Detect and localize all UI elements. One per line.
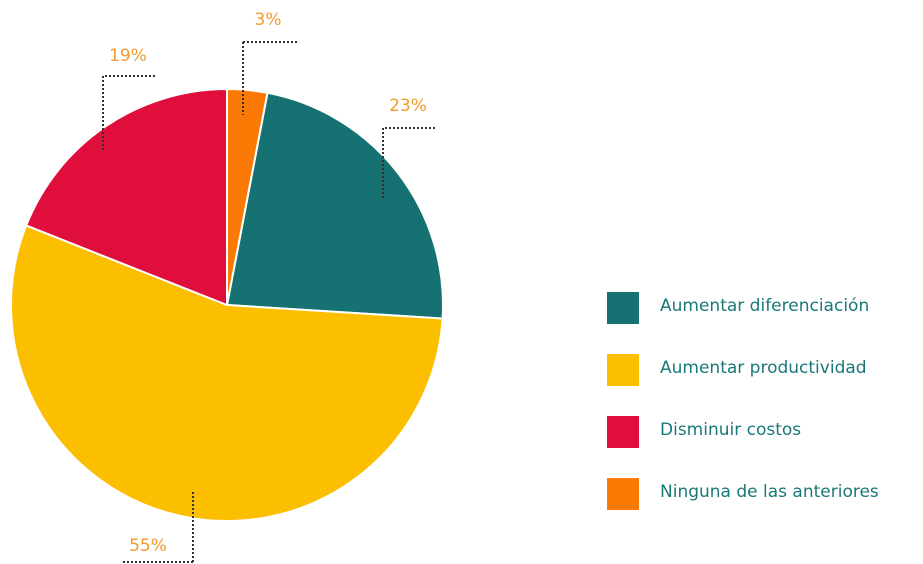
leader-line — [242, 41, 297, 115]
data-label: 3% — [255, 10, 282, 30]
data-label: 19% — [109, 46, 147, 66]
legend-label: Ninguna de las anteriores — [660, 482, 879, 502]
pie-slice — [225, 91, 444, 320]
data-label: 55% — [129, 536, 167, 556]
pie-slice — [226, 87, 269, 306]
legend-label: Disminuir costos — [660, 420, 801, 440]
legend-swatch — [607, 416, 639, 448]
legend-label: Aumentar diferenciación — [660, 296, 869, 316]
legend-swatch — [607, 478, 639, 510]
legend-swatch — [607, 292, 639, 324]
pie-slice — [24, 87, 228, 307]
pie-slice — [10, 224, 444, 522]
data-label: 23% — [389, 96, 427, 116]
legend-label: Aumentar productividad — [660, 358, 867, 378]
legend-swatch — [607, 354, 639, 386]
leader-line — [102, 75, 155, 150]
leader-line — [382, 127, 435, 200]
